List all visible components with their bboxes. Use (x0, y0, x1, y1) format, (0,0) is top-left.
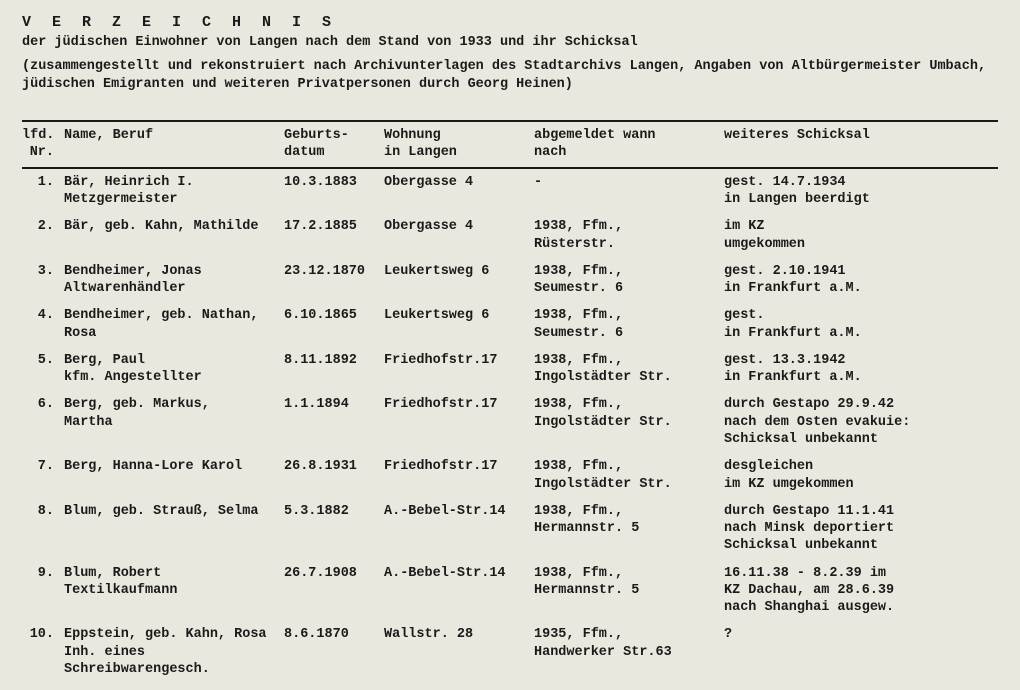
col-header-name: Name, Beruf (64, 121, 284, 167)
cell-nr: 5. (22, 347, 64, 392)
cell-addr: Friedhofstr.17 (384, 391, 534, 453)
cell-nr: 4. (22, 302, 64, 347)
cell-addr: Friedhofstr.17 (384, 347, 534, 392)
cell-name: Blum, geb. Strauß, Selma (64, 498, 284, 560)
cell-name: Bendheimer, JonasAltwarenhändler (64, 258, 284, 303)
cell-nr: 9. (22, 560, 64, 622)
cell-name: Bär, geb. Kahn, Mathilde (64, 213, 284, 258)
cell-fate: durch Gestapo 11.1.41nach Minsk deportie… (724, 498, 998, 560)
cell-name: Blum, RobertTextilkaufmann (64, 560, 284, 622)
cell-dob: 8.6.1870 (284, 621, 384, 683)
cell-fate: gest.in Frankfurt a.M. (724, 302, 998, 347)
cell-dep: 1938, Ffm.,Hermannstr. 5 (534, 498, 724, 560)
cell-nr: 3. (22, 258, 64, 303)
page-subtitle: der jüdischen Einwohner von Langen nach … (22, 35, 998, 50)
cell-dob: 6.10.1865 (284, 302, 384, 347)
table-row: 2.Bär, geb. Kahn, Mathilde17.2.1885Oberg… (22, 213, 998, 258)
cell-dob: 10.3.1883 (284, 168, 384, 214)
cell-dep: 1938, Ffm.,Seumestr. 6 (534, 302, 724, 347)
cell-dob: 8.11.1892 (284, 347, 384, 392)
cell-dep: 1935, Ffm.,Handwerker Str.63 (534, 621, 724, 683)
cell-nr: 6. (22, 391, 64, 453)
cell-addr: Wallstr. 28 (384, 621, 534, 683)
cell-dob: 26.7.1908 (284, 560, 384, 622)
cell-dob: 1.1.1894 (284, 391, 384, 453)
cell-name: Bendheimer, geb. Nathan,Rosa (64, 302, 284, 347)
cell-dob: 23.12.1870 (284, 258, 384, 303)
cell-addr: Obergasse 4 (384, 168, 534, 214)
cell-dob: 26.8.1931 (284, 453, 384, 498)
cell-addr: A.-Bebel-Str.14 (384, 560, 534, 622)
cell-nr: 8. (22, 498, 64, 560)
table-row: 7.Berg, Hanna-Lore Karol26.8.1931Friedho… (22, 453, 998, 498)
table-row: 10.Eppstein, geb. Kahn, RosaInh. eines S… (22, 621, 998, 683)
col-header-fate: weiteres Schicksal (724, 121, 998, 167)
cell-fate: gest. 2.10.1941in Frankfurt a.M. (724, 258, 998, 303)
cell-dob: 5.3.1882 (284, 498, 384, 560)
register-table: lfd.Nr. Name, Beruf Geburts-datum Wohnun… (22, 120, 998, 683)
cell-addr: Leukertsweg 6 (384, 302, 534, 347)
cell-nr: 1. (22, 168, 64, 214)
cell-dep: - (534, 168, 724, 214)
cell-fate: gest. 14.7.1934in Langen beerdigt (724, 168, 998, 214)
cell-dob: 17.2.1885 (284, 213, 384, 258)
cell-fate: ? (724, 621, 998, 683)
cell-name: Berg, Paulkfm. Angestellter (64, 347, 284, 392)
table-row: 6.Berg, geb. Markus,Martha1.1.1894Friedh… (22, 391, 998, 453)
cell-dep: 1938, Ffm.,Ingolstädter Str. (534, 391, 724, 453)
col-header-nr: lfd.Nr. (22, 121, 64, 167)
cell-dep: 1938, Ffm.,Rüsterstr. (534, 213, 724, 258)
cell-name: Bär, Heinrich I.Metzgermeister (64, 168, 284, 214)
cell-nr: 7. (22, 453, 64, 498)
cell-dep: 1938, Ffm.,Seumestr. 6 (534, 258, 724, 303)
cell-addr: A.-Bebel-Str.14 (384, 498, 534, 560)
cell-fate: durch Gestapo 29.9.42nach dem Osten evak… (724, 391, 998, 453)
table-row: 8.Blum, geb. Strauß, Selma5.3.1882A.-Beb… (22, 498, 998, 560)
table-body: 1.Bär, Heinrich I.Metzgermeister10.3.188… (22, 168, 998, 683)
page-title: V E R Z E I C H N I S (22, 14, 998, 31)
col-header-dep: abgemeldet wannnach (534, 121, 724, 167)
cell-addr: Friedhofstr.17 (384, 453, 534, 498)
table-row: 1.Bär, Heinrich I.Metzgermeister10.3.188… (22, 168, 998, 214)
cell-fate: desgleichenim KZ umgekommen (724, 453, 998, 498)
cell-addr: Leukertsweg 6 (384, 258, 534, 303)
table-row: 5.Berg, Paulkfm. Angestellter8.11.1892Fr… (22, 347, 998, 392)
cell-name: Berg, geb. Markus,Martha (64, 391, 284, 453)
table-row: 3.Bendheimer, JonasAltwarenhändler23.12.… (22, 258, 998, 303)
cell-name: Berg, Hanna-Lore Karol (64, 453, 284, 498)
cell-fate: 16.11.38 - 8.2.39 imKZ Dachau, am 28.6.3… (724, 560, 998, 622)
cell-dep: 1938, Ffm.,Ingolstädter Str. (534, 453, 724, 498)
cell-fate: im KZumgekommen (724, 213, 998, 258)
table-row: 9.Blum, RobertTextilkaufmann26.7.1908A.-… (22, 560, 998, 622)
cell-dep: 1938, Ffm.,Ingolstädter Str. (534, 347, 724, 392)
cell-nr: 2. (22, 213, 64, 258)
table-header-row: lfd.Nr. Name, Beruf Geburts-datum Wohnun… (22, 121, 998, 167)
cell-nr: 10. (22, 621, 64, 683)
col-header-addr: Wohnungin Langen (384, 121, 534, 167)
table-row: 4.Bendheimer, geb. Nathan,Rosa6.10.1865L… (22, 302, 998, 347)
cell-addr: Obergasse 4 (384, 213, 534, 258)
cell-name: Eppstein, geb. Kahn, RosaInh. eines Schr… (64, 621, 284, 683)
cell-fate: gest. 13.3.1942in Frankfurt a.M. (724, 347, 998, 392)
source-note: (zusammengestellt und rekonstruiert nach… (22, 58, 998, 94)
document-page: V E R Z E I C H N I S der jüdischen Einw… (0, 0, 1020, 690)
cell-dep: 1938, Ffm.,Hermannstr. 5 (534, 560, 724, 622)
col-header-dob: Geburts-datum (284, 121, 384, 167)
